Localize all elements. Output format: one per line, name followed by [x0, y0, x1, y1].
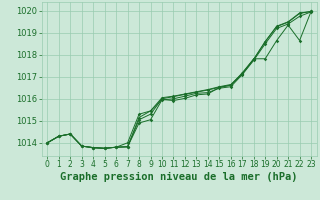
X-axis label: Graphe pression niveau de la mer (hPa): Graphe pression niveau de la mer (hPa): [60, 172, 298, 182]
